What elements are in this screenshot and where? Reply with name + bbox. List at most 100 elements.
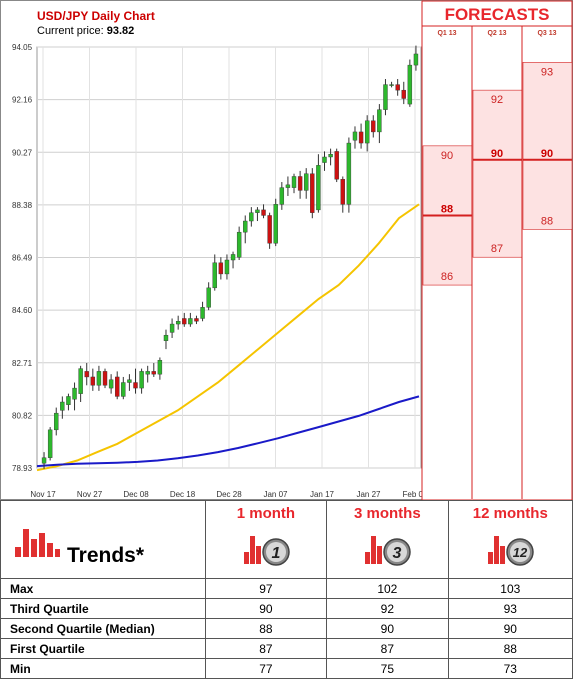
candle-bear (358, 131, 364, 144)
column-label: 1 month (236, 505, 296, 522)
candle-bull (224, 259, 230, 275)
forecast-panel: FORECASTS Q1 13 90 88 86 Q2 13 92 90 87 Q3 13 93 90… (421, 0, 573, 500)
bar-chart-badge-icon: 12 (488, 536, 535, 566)
candle-bear (133, 382, 138, 389)
trends-table: Trends* 1 month 1 3 months (0, 500, 573, 679)
table-cell: 87 (326, 638, 449, 659)
forecast-lower-value: 87 (491, 243, 503, 255)
candle-bear (218, 262, 224, 275)
current-price-value: 93.82 (107, 25, 135, 37)
candle-bull (236, 231, 242, 258)
table-cell: 90 (447, 618, 573, 639)
candle-bull (41, 457, 47, 464)
x-tick-label: Nov 17 (30, 490, 56, 499)
bar-chart-icon (15, 529, 60, 557)
forecast-lower-value: 88 (541, 215, 553, 227)
forecast-median-value: 90 (491, 148, 503, 160)
forecast-upper-value: 93 (541, 66, 553, 78)
table-row: Max 97 102 103 (0, 578, 573, 599)
candle-bear (267, 215, 272, 244)
badge-number: 12 (513, 545, 528, 560)
table-cell: 103 (447, 578, 573, 599)
candle-bull (60, 401, 65, 411)
candle-bull (304, 173, 309, 191)
candle-bull (175, 321, 181, 325)
forecast-median-value: 88 (441, 203, 453, 215)
forecast-range-band (472, 89, 523, 258)
x-axis-ticks: Nov 17 Nov 27 Dec 08 Dec 18 Dec 28 Jan 07 Jan … (30, 490, 428, 499)
badge-number: 1 (271, 545, 280, 562)
x-tick-label: Dec 28 (216, 490, 242, 499)
candle-bull (364, 120, 370, 144)
candle-bull (377, 109, 382, 133)
table-header-row: Trends* 1 month 1 3 months (0, 500, 573, 579)
candle-bull (66, 396, 71, 405)
candle-bull (169, 323, 175, 333)
candle-bull (249, 212, 254, 222)
candle-bear (340, 179, 345, 205)
forecast-quarter-label: Q3 13 (537, 30, 556, 37)
table-row: Second Quartile (Median) 88 90 90 (0, 618, 573, 639)
table-cell: 102 (326, 578, 449, 599)
forecast-quarter-label: Q2 13 (487, 30, 506, 37)
bar-chart-badge-icon: 1 (243, 536, 290, 566)
candle-bear (310, 173, 315, 213)
candle-bull (200, 307, 205, 319)
candle-bull (389, 84, 394, 86)
candle-bull (96, 371, 102, 386)
badge-number: 3 (393, 545, 402, 562)
table-cell: 87 (204, 638, 328, 659)
column-header-12-months: 12 months 12 (447, 500, 573, 579)
table-cell: 97 (204, 578, 328, 599)
column-header-1-month: 1 month 1 (204, 500, 328, 579)
row-label: Third Quartile (0, 598, 206, 619)
candle-bull (243, 220, 248, 233)
candle-bull (413, 53, 419, 66)
x-tick-label: Dec 18 (170, 490, 196, 499)
table-cell: 90 (326, 618, 449, 639)
forecast-upper-value: 90 (441, 150, 453, 162)
candle-bear (395, 84, 400, 91)
candle-bull (255, 209, 260, 213)
candle-bull (139, 371, 144, 389)
candle-bull (291, 176, 297, 188)
row-label: Max (0, 578, 206, 599)
candle-bull (230, 254, 236, 261)
current-price-line: Current price: 93.82 (37, 25, 134, 37)
forecast-heading: FORECASTS (445, 5, 550, 24)
candle-bull (322, 156, 327, 163)
candle-bull (316, 165, 321, 211)
candle-bear (84, 371, 89, 378)
candle-bear (115, 376, 120, 397)
y-tick-label: 80.82 (12, 411, 33, 420)
candle-bear (334, 151, 339, 180)
y-tick-label: 92.16 (12, 96, 33, 105)
forecast-median-value: 90 (541, 148, 553, 160)
candle-bull (273, 204, 278, 244)
column-header-3-months: 3 months 3 (326, 500, 449, 579)
moving-average-yellow (36, 203, 420, 472)
candle-bear (401, 89, 406, 99)
table-cell: 88 (204, 618, 328, 639)
row-label: Second Quartile (Median) (0, 618, 206, 639)
table-cell: 93 (447, 598, 573, 619)
candle-bull (108, 379, 114, 389)
table-row: First Quartile 87 87 88 (0, 638, 573, 659)
trends-header-cell: Trends* (0, 500, 206, 579)
x-tick-label: Nov 27 (77, 490, 103, 499)
column-label: 12 months (472, 505, 548, 522)
x-tick-label: Jan 27 (356, 490, 381, 499)
candle-bear (90, 376, 96, 386)
forecast-lower-value: 86 (441, 271, 453, 283)
candle-bull (352, 131, 358, 141)
bar-chart-badge-icon: 3 (365, 536, 412, 566)
table-cell: 88 (447, 638, 573, 659)
y-tick-label: 94.05 (12, 43, 33, 52)
candle-bear (371, 120, 376, 133)
candle-bull (328, 153, 333, 158)
price-chart: USD/JPY Daily Chart Current price: 93.82… (0, 0, 573, 500)
forecast-quarter-label: Q1 13 (437, 30, 456, 37)
candle-bull (54, 412, 59, 431)
candle-bull (157, 360, 163, 375)
